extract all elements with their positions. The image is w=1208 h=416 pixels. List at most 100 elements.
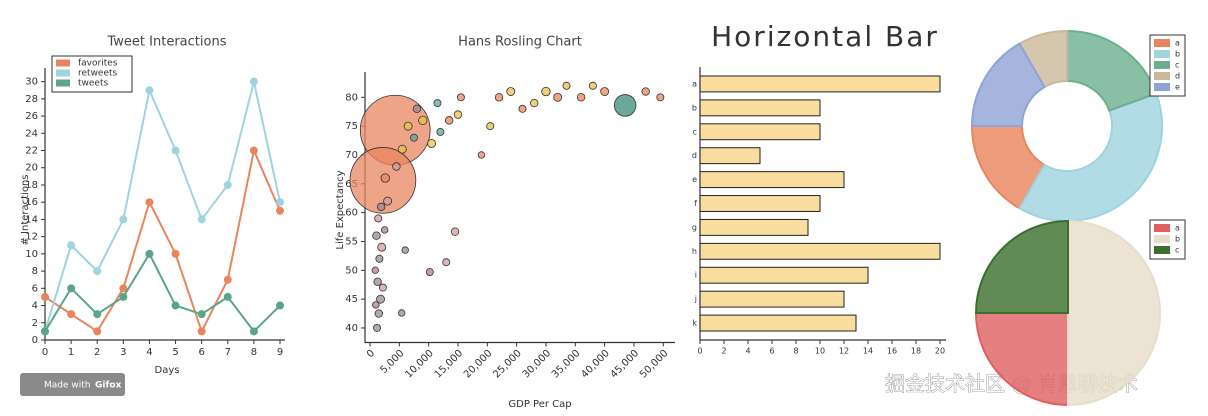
y-tick-label: h bbox=[692, 247, 697, 256]
y-tick-label: 18 bbox=[25, 180, 38, 191]
x-tick-label: 1 bbox=[68, 347, 74, 358]
y-tick-label: f bbox=[694, 199, 697, 208]
legend-label: retweets bbox=[78, 69, 118, 79]
legend-swatch bbox=[1154, 39, 1170, 47]
bubble bbox=[374, 309, 383, 318]
legend-label: favorites bbox=[78, 59, 118, 69]
bubble bbox=[380, 226, 389, 234]
y-tick-label: b bbox=[692, 103, 697, 112]
legend-label: b bbox=[1175, 235, 1180, 244]
series-line bbox=[44, 81, 281, 332]
y-tick-label: 75 bbox=[345, 121, 358, 132]
point bbox=[249, 327, 258, 336]
x-tick-label: 4 bbox=[745, 347, 750, 356]
legend-swatch bbox=[1154, 224, 1170, 232]
bubble bbox=[392, 162, 401, 171]
bubble bbox=[641, 87, 650, 96]
badge bbox=[20, 373, 125, 396]
x-tick-label: 5 bbox=[172, 347, 178, 358]
x-axis-label: Days bbox=[155, 365, 180, 376]
bar bbox=[699, 147, 761, 165]
bubble bbox=[530, 98, 539, 108]
x-tick-label: 3 bbox=[120, 347, 126, 358]
legend-label: c bbox=[1175, 61, 1179, 70]
bubble bbox=[450, 227, 460, 236]
point bbox=[119, 215, 128, 224]
point bbox=[223, 180, 232, 189]
chart-title: Horizontal Bar bbox=[711, 20, 939, 53]
bar bbox=[699, 123, 821, 141]
y-tick-label: 20 bbox=[25, 163, 38, 174]
x-tick-label: 10,000 bbox=[403, 348, 436, 381]
y-tick-label: 30 bbox=[25, 77, 38, 88]
bubble bbox=[375, 254, 384, 263]
bubble bbox=[371, 266, 379, 274]
point bbox=[41, 327, 49, 336]
bubble bbox=[380, 173, 390, 183]
bubble bbox=[397, 144, 407, 154]
x-tick-label: 15,000 bbox=[433, 348, 466, 381]
bubble bbox=[553, 92, 563, 102]
point bbox=[145, 198, 154, 207]
legend-swatch bbox=[1154, 246, 1170, 254]
point bbox=[67, 241, 76, 250]
y-axis-label: Life Expectancy bbox=[335, 170, 346, 249]
y-tick-label: 12 bbox=[25, 232, 38, 243]
point bbox=[197, 215, 206, 224]
badge-prefix: Made with bbox=[44, 381, 91, 391]
bar bbox=[699, 218, 809, 236]
bubble bbox=[418, 115, 428, 126]
slice bbox=[1066, 29, 1158, 112]
chart-title: Tweet Interactions bbox=[107, 35, 227, 50]
point bbox=[67, 284, 76, 293]
bubble bbox=[374, 214, 383, 223]
x-tick-label: 14 bbox=[863, 347, 873, 356]
point bbox=[276, 301, 284, 310]
bubble bbox=[427, 139, 437, 148]
bubble bbox=[442, 258, 451, 267]
series-line bbox=[44, 251, 281, 333]
point bbox=[145, 249, 154, 258]
y-tick-label: 2 bbox=[32, 318, 38, 329]
point bbox=[171, 249, 180, 258]
bubble bbox=[372, 301, 380, 309]
y-tick-label: 26 bbox=[25, 111, 38, 122]
legend-label: e bbox=[1175, 83, 1180, 92]
bubble bbox=[456, 93, 465, 102]
y-tick-label: 0 bbox=[32, 335, 38, 346]
point bbox=[197, 327, 206, 336]
legend-swatch bbox=[1154, 83, 1170, 91]
y-tick-label: 16 bbox=[25, 197, 38, 208]
legend-label: tweets bbox=[78, 79, 108, 89]
point bbox=[119, 284, 128, 293]
point bbox=[67, 310, 76, 319]
y-tick-label: 4 bbox=[32, 301, 38, 312]
y-tick-label: 6 bbox=[32, 283, 38, 294]
bubble bbox=[613, 94, 637, 117]
bubble bbox=[373, 324, 381, 332]
y-tick-label: 28 bbox=[25, 94, 38, 105]
bubble bbox=[477, 151, 486, 159]
y-tick-label: 55 bbox=[345, 236, 358, 247]
point bbox=[171, 146, 180, 155]
point bbox=[171, 301, 180, 310]
x-tick-label: 9 bbox=[277, 347, 283, 358]
bubble bbox=[383, 196, 393, 206]
x-tick-label: 20 bbox=[935, 347, 945, 356]
bar bbox=[699, 290, 845, 308]
bubble bbox=[506, 87, 516, 96]
point bbox=[276, 206, 284, 215]
x-tick-label: 0 bbox=[42, 347, 48, 358]
bar bbox=[699, 314, 857, 332]
badge-brand: Gifox bbox=[95, 381, 122, 391]
bar bbox=[699, 99, 821, 117]
point bbox=[249, 146, 258, 155]
point bbox=[249, 77, 258, 86]
slice bbox=[974, 219, 1069, 314]
x-tick-label: 50,000 bbox=[638, 348, 671, 381]
slice bbox=[970, 42, 1046, 127]
bubble bbox=[518, 104, 527, 113]
bubble bbox=[433, 99, 442, 108]
point bbox=[93, 310, 102, 319]
